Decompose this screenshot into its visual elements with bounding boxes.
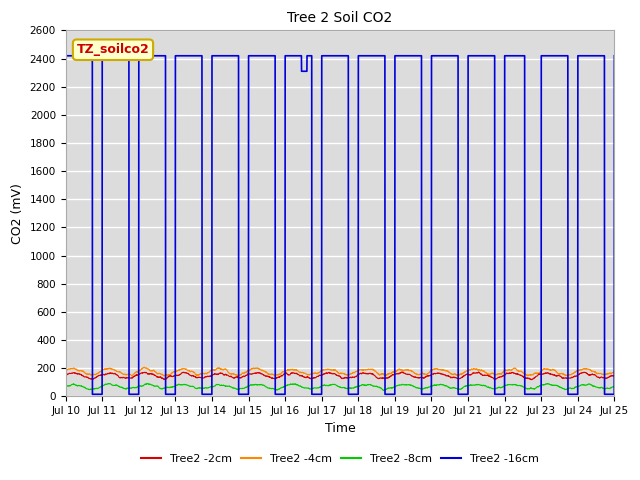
Legend: Tree2 -2cm, Tree2 -4cm, Tree2 -8cm, Tree2 -16cm: Tree2 -2cm, Tree2 -4cm, Tree2 -8cm, Tree… [137,450,543,468]
X-axis label: Time: Time [324,421,355,435]
Title: Tree 2 Soil CO2: Tree 2 Soil CO2 [287,11,392,25]
Text: TZ_soilco2: TZ_soilco2 [77,43,149,56]
Y-axis label: CO2 (mV): CO2 (mV) [11,183,24,244]
